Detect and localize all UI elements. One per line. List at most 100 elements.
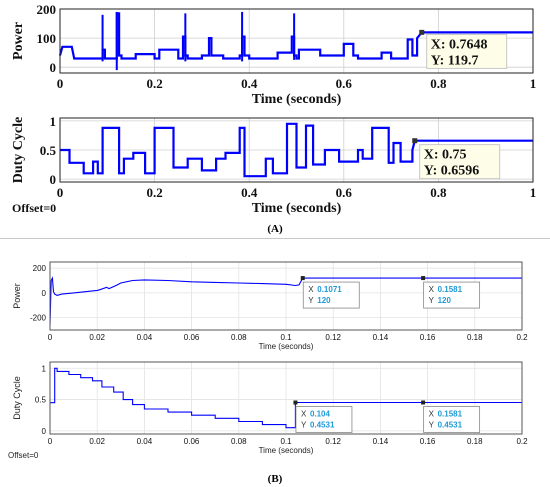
datatip-y-label: Y: [308, 296, 314, 305]
y-tick-label: 0: [42, 289, 47, 298]
datatip-marker: [421, 400, 426, 405]
x-tick-label: 0.08: [231, 437, 247, 446]
x-tick-label: 0.18: [467, 333, 483, 342]
x-tick-label: 0.4: [241, 185, 258, 200]
chart-2: 0 0.2 0.4 0.6 0.8 1 0 0.5 1 Time (seconds) Duty Cy…: [11, 114, 536, 216]
datatip-marker: [412, 138, 418, 144]
x-tick-label: 0.8: [430, 185, 447, 200]
x-tick-label: 0.04: [137, 333, 153, 342]
panel-separator: [0, 238, 550, 239]
datatip-y-text: Y: 119.7: [431, 53, 479, 68]
datatip-y-label: Y: [301, 421, 307, 430]
datatip-x-value: 0.1071: [317, 285, 342, 294]
axes-frame: [49, 261, 523, 331]
y-axis-label: Duty Cycle: [12, 376, 22, 420]
y-axis-label: Power: [12, 283, 22, 309]
axes-frame: [59, 8, 534, 74]
datatip-marker: [293, 400, 298, 405]
x-tick-label: 0.16: [420, 333, 436, 342]
datatip-marker: [421, 276, 426, 281]
x-tick-label: 0.08: [231, 333, 247, 342]
chart-4: 0 0.02 0.04 0.06 0.08 0.1 0.12 0.14 0.16 0.18 0.2 0…: [8, 361, 528, 460]
x-axis-label: Time (seconds): [252, 92, 342, 107]
x-tick-label: 0: [57, 185, 64, 200]
x-axis-label: Time (seconds): [252, 201, 342, 216]
y-tick-label: 0.5: [40, 143, 57, 158]
x-tick-label: 1: [530, 76, 537, 91]
datatip-y-value: 0.4531: [310, 421, 335, 430]
x-tick-label: 0.02: [89, 437, 105, 446]
x-tick-label: 0.2: [516, 333, 528, 342]
datatip-x-text: X: 0.7648: [431, 37, 488, 52]
x-tick-label: 0: [57, 76, 64, 91]
panel-b: 0 0.02 0.04 0.06 0.08 0.1 0.12 0.14 0.16 0.18 0.2 -…: [8, 261, 528, 460]
x-tick-label: 0.14: [373, 333, 389, 342]
datatip-x-value: 0.1581: [438, 285, 463, 294]
x-tick-label: 0.2: [516, 437, 528, 446]
x-axis-label: Time (seconds): [259, 342, 314, 351]
x-tick-label: 0.12: [325, 437, 341, 446]
x-tick-label: 0: [48, 333, 53, 342]
y-tick-label: -200: [30, 314, 47, 323]
x-tick-label: 0.1: [280, 333, 292, 342]
y-axis-label: Duty Cycle: [11, 117, 26, 184]
x-tick-label: 0.4: [241, 76, 258, 91]
datatip-x-label: X: [429, 285, 435, 294]
datatip-x-value: 0.104: [310, 410, 331, 419]
x-tick-label: 0.12: [325, 333, 341, 342]
x-tick-label: 0.6: [336, 185, 353, 200]
datatip-box: [419, 144, 501, 180]
x-tick-label: 0.06: [184, 333, 200, 342]
x-tick-label: 0.2: [146, 76, 162, 91]
datatip-box: [423, 406, 481, 433]
panel-b-label: (B): [268, 473, 283, 485]
datatip-x-text: X: 0.75: [424, 148, 467, 163]
chart-3: 0 0.02 0.04 0.06 0.08 0.1 0.12 0.14 0.16 0.18 0.2 -…: [12, 261, 528, 351]
panel-a-label: (A): [267, 223, 283, 235]
datatip-box: [426, 33, 508, 69]
datatip-x-label: X: [301, 410, 307, 419]
axes-frame: [49, 361, 523, 435]
datatip-x-label: X: [429, 410, 435, 419]
datatip-y-value: 120: [317, 296, 331, 305]
x-tick-label: 1: [530, 185, 537, 200]
offset-text: Offset=0: [12, 201, 56, 215]
y-tick-label: 0: [42, 427, 47, 436]
x-tick-label: 0.2: [146, 185, 162, 200]
x-tick-label: 0.06: [184, 437, 200, 446]
x-tick-label: 0.14: [373, 437, 389, 446]
x-tick-label: 0.1: [280, 437, 292, 446]
x-tick-label: 0.16: [420, 437, 436, 446]
y-tick-label: 1: [50, 114, 57, 129]
datatip-box: [302, 281, 360, 309]
y-tick-label: 0: [50, 172, 57, 187]
series-line: [58, 12, 533, 60]
x-tick-label: 0.6: [336, 76, 353, 91]
x-tick-label: 0.02: [89, 333, 105, 342]
y-tick-label: 100: [37, 31, 57, 46]
datatip-y-text: Y: 0.6596: [424, 164, 480, 179]
x-axis-label: Time (seconds): [259, 446, 314, 455]
datatip-x-value: 0.1581: [438, 410, 463, 419]
datatip-marker: [300, 276, 305, 281]
series-line: [49, 276, 522, 326]
x-tick-label: 0: [48, 437, 53, 446]
datatip-y-value: 120: [438, 296, 452, 305]
y-tick-label: 200: [33, 264, 47, 273]
datatip-marker: [419, 29, 425, 35]
offset-text: Offset=0: [8, 451, 39, 460]
datatip-x-label: X: [308, 285, 314, 294]
x-tick-label: 0.18: [467, 437, 483, 446]
y-tick-label: 0: [50, 60, 57, 75]
y-tick-label: 200: [37, 2, 57, 17]
y-tick-label: 1: [42, 364, 47, 373]
x-tick-label: 0.04: [137, 437, 153, 446]
y-tick-label: 0.5: [35, 396, 47, 405]
series-line: [60, 122, 533, 178]
datatip-box: [295, 406, 353, 433]
datatip-box: [423, 281, 481, 309]
datatip-y-value: 0.4531: [438, 421, 463, 430]
x-tick-label: 0.8: [430, 76, 447, 91]
